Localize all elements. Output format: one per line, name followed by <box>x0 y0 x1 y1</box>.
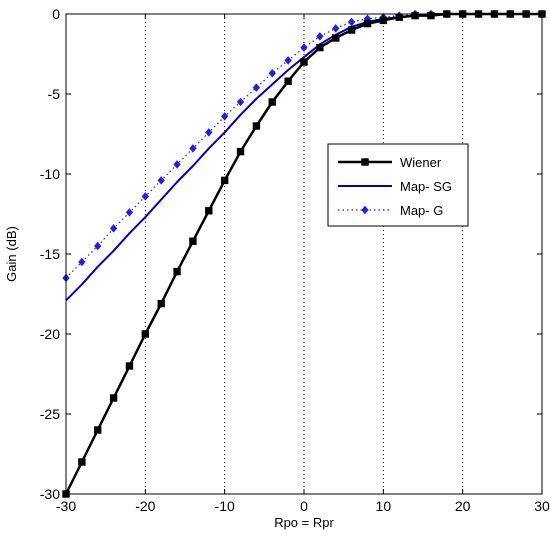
x-tick-label: -30 <box>56 498 76 514</box>
y-tick-label: -20 <box>40 326 60 342</box>
data-point <box>427 11 435 20</box>
data-point <box>363 19 372 28</box>
data-point <box>268 98 276 106</box>
legend-marker <box>361 205 369 215</box>
legend-label: Map- SG <box>400 179 452 194</box>
data-point <box>221 112 229 121</box>
y-tick-label: -10 <box>40 166 60 182</box>
data-point <box>268 68 276 78</box>
data-point <box>205 207 213 215</box>
data-point <box>395 13 403 21</box>
data-point <box>332 34 340 42</box>
data-point <box>157 299 165 308</box>
y-tick-label: -25 <box>40 406 60 422</box>
x-tick-label: 0 <box>300 498 308 514</box>
data-point <box>236 147 245 156</box>
x-tick-label: 20 <box>455 498 471 514</box>
legend-marker <box>361 158 369 166</box>
data-point <box>316 43 324 52</box>
data-point <box>157 176 165 185</box>
data-point <box>300 43 308 52</box>
x-tick-label: -10 <box>215 498 235 514</box>
y-tick-label: -5 <box>48 86 61 102</box>
data-point <box>141 192 149 201</box>
data-point <box>411 11 419 20</box>
data-point <box>300 58 308 66</box>
legend-label: Wiener <box>400 155 442 170</box>
legend: Wiener Map- SG Map- G <box>327 143 469 227</box>
x-axis-label: Rpo = Rpr <box>274 515 334 530</box>
legend-label: Map- G <box>400 203 443 218</box>
data-point <box>236 97 245 107</box>
data-point <box>94 241 102 251</box>
data-point <box>205 128 213 137</box>
data-point <box>173 267 181 276</box>
data-point <box>173 160 181 169</box>
y-axis-label: Gain (dB) <box>4 226 19 282</box>
y-tick-label: 0 <box>52 6 60 22</box>
data-point <box>109 394 118 402</box>
data-point <box>125 208 134 217</box>
x-tick-label: 10 <box>376 498 392 514</box>
data-point <box>284 56 292 65</box>
data-point <box>189 237 197 245</box>
data-point <box>284 77 292 85</box>
data-point <box>332 24 340 33</box>
data-point <box>109 224 118 233</box>
data-point <box>252 83 261 92</box>
grid-lines <box>144 14 464 494</box>
data-point <box>347 26 356 34</box>
data-point <box>94 426 102 434</box>
data-point <box>189 144 197 153</box>
x-tick-label: -20 <box>135 498 155 514</box>
y-tick-label: -15 <box>40 246 60 262</box>
x-tick-label: 30 <box>534 498 550 514</box>
y-tick-label: -30 <box>40 486 60 502</box>
data-point <box>78 458 86 466</box>
data-point <box>78 257 86 267</box>
data-point <box>220 176 229 185</box>
data-point <box>347 17 356 27</box>
data-point <box>316 32 324 41</box>
data-point <box>141 330 150 338</box>
data-point <box>252 122 261 130</box>
data-point <box>125 362 134 370</box>
axis-ticks: -30 -20 -10 0 10 20 30 0 -5 -10 -15 -20 -25 -30 <box>40 6 550 514</box>
